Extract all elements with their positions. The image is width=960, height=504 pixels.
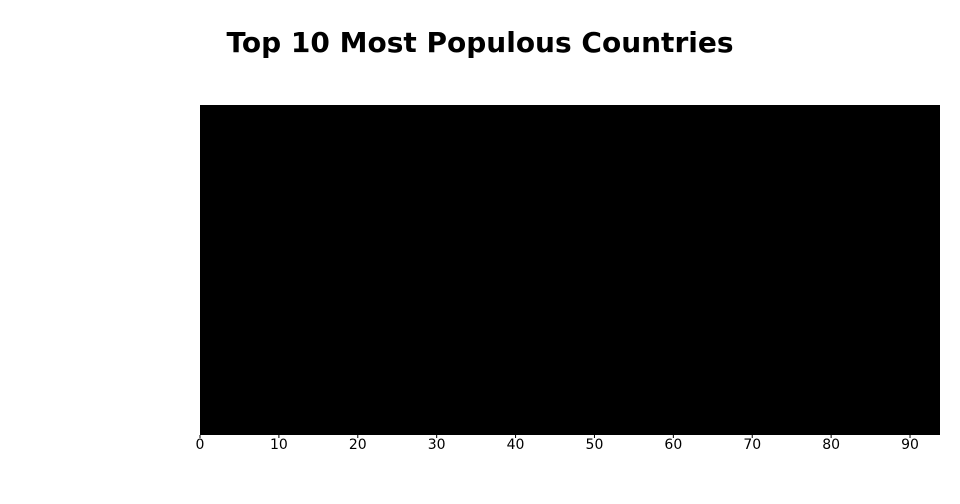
x-tick-label: 30 [428, 437, 446, 453]
x-tick-label: 70 [743, 437, 761, 453]
plot-area [200, 105, 940, 435]
x-tick-label: 50 [586, 437, 604, 453]
x-tick-label: 80 [822, 437, 840, 453]
x-tick-label: 0 [196, 437, 205, 453]
x-tick-label: 40 [507, 437, 525, 453]
x-tick-label: 90 [901, 437, 919, 453]
x-tick-label: 10 [270, 437, 288, 453]
chart-title: Top 10 Most Populous Countries [226, 26, 733, 59]
x-tick-label: 60 [664, 437, 682, 453]
x-tick-label: 20 [349, 437, 367, 453]
